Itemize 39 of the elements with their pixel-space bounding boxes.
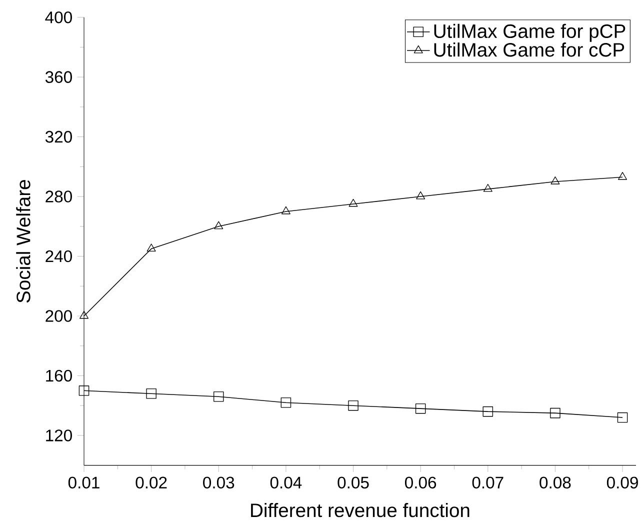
point — [618, 172, 628, 180]
x-tick-label: 0.04 — [270, 476, 302, 489]
point — [280, 397, 292, 408]
point — [281, 206, 290, 214]
point — [213, 391, 224, 402]
x-tick-label: 0.06 — [405, 476, 436, 489]
point — [482, 406, 494, 417]
point — [617, 412, 628, 423]
y-tick-label: 360 — [45, 71, 72, 83]
point — [146, 388, 156, 399]
point — [483, 184, 492, 192]
point — [348, 400, 358, 411]
x-tick-label: 0.09 — [606, 476, 638, 489]
point — [78, 386, 90, 396]
x-tick-label: 0.05 — [338, 476, 369, 489]
point — [415, 403, 426, 414]
x-axis-title: Different revenue function — [251, 502, 470, 518]
point — [80, 310, 88, 319]
x-tick-label: 0.07 — [472, 476, 504, 489]
point — [416, 191, 426, 200]
x-tick-label: 0.08 — [540, 476, 571, 489]
y-tick-label: 320 — [45, 130, 72, 143]
point — [550, 408, 560, 418]
y-tick-label: 200 — [46, 310, 72, 322]
point — [348, 198, 358, 207]
y-axis-title: Social Welfare — [16, 180, 30, 303]
point — [214, 221, 224, 230]
x-tick-label: 0.01 — [68, 476, 100, 489]
y-tick-label: 160 — [46, 370, 72, 382]
legend-label: UtilMax Game for pCP — [434, 24, 626, 42]
y-tick-label: 240 — [46, 250, 72, 262]
point — [550, 176, 560, 184]
y-tick-label: 280 — [46, 190, 72, 202]
x-tick-label: 0.02 — [136, 476, 167, 489]
y-tick-label: 400 — [45, 11, 72, 24]
legend-label: UtilMax Game for cCP — [434, 42, 624, 57]
point — [146, 244, 156, 252]
y-tick-label: 120 — [46, 430, 72, 442]
x-tick-label: 0.03 — [203, 476, 234, 489]
